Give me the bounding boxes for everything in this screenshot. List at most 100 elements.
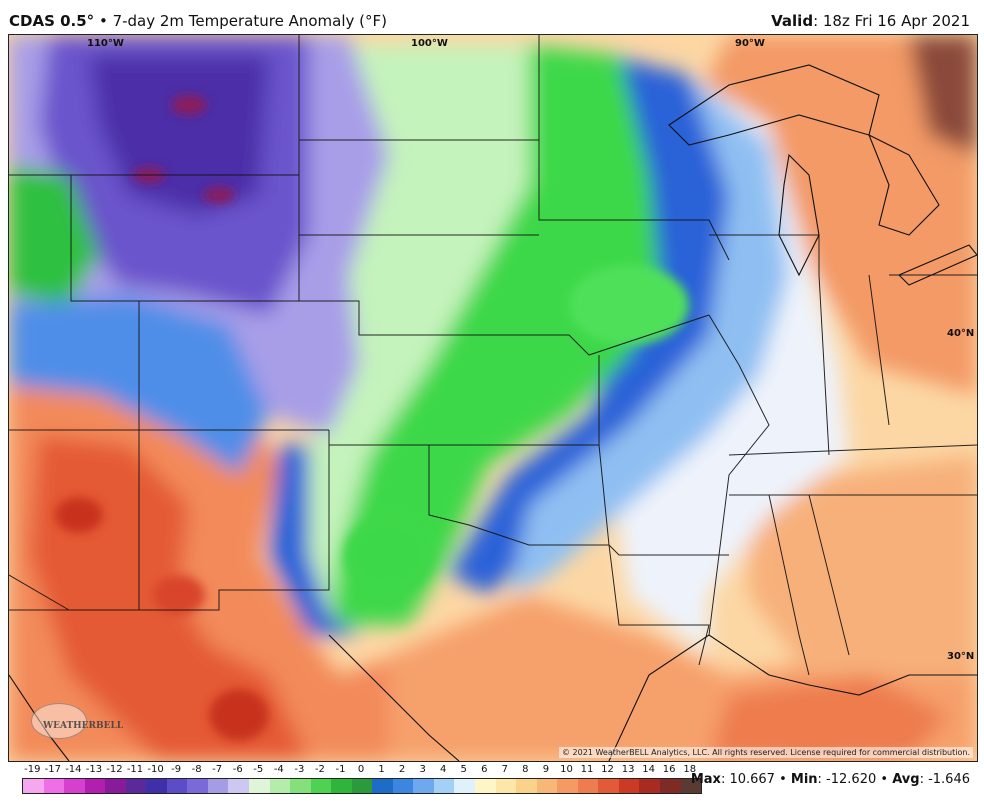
legend-label: 11 xyxy=(580,764,594,775)
texas-green-core xyxy=(344,515,434,595)
legend-label: -10 xyxy=(147,764,164,775)
legend-swatch xyxy=(495,779,517,793)
legend-label: 0 xyxy=(357,764,365,775)
wyoming-cold-spot xyxy=(171,95,207,115)
legend-swatch xyxy=(536,779,558,793)
texas-blue-fringe xyxy=(269,445,359,635)
legend-swatch xyxy=(331,779,352,793)
legend-swatch xyxy=(290,779,311,793)
legend-label: -9 xyxy=(171,764,182,775)
legend-swatch xyxy=(516,779,537,793)
border-ne-ks xyxy=(298,235,569,336)
legend-swatch xyxy=(43,779,65,793)
utah-cold-spot xyxy=(203,187,235,203)
legend-swatch xyxy=(475,779,496,793)
legend-label: -13 xyxy=(85,764,103,775)
lake-huron xyxy=(867,133,940,236)
map-title: CDAS 0.5° • 7-day 2m Temperature Anomaly… xyxy=(9,12,387,30)
legend-swatch xyxy=(351,779,373,793)
nm-red-spot xyxy=(153,575,205,615)
legend-label: 10 xyxy=(560,764,573,775)
lake-erie xyxy=(898,244,977,286)
avg-label: Avg xyxy=(892,772,920,787)
gulf-orange-core xyxy=(769,701,849,749)
quebec-hot-core xyxy=(909,35,977,155)
lon-label-90w: 90°W xyxy=(735,38,765,49)
legend-label: -11 xyxy=(126,764,144,775)
legend-swatch xyxy=(23,779,44,793)
valid-time-value: : 18z Fri 16 Apr 2021 xyxy=(813,12,970,30)
copyright-notice: © 2021 WeatherBELL Analytics, LLC. All r… xyxy=(559,747,973,758)
southeast-warm-region xyxy=(749,455,977,675)
legend-label: -19 xyxy=(24,764,41,775)
legend-label: -7 xyxy=(212,764,223,775)
anomaly-shading xyxy=(9,35,977,761)
max-value: : 10.667 xyxy=(720,772,775,787)
legend-label: 13 xyxy=(621,764,635,775)
state-borders xyxy=(9,35,977,676)
legend-label: 6 xyxy=(481,764,488,775)
legend-swatch xyxy=(392,779,414,793)
weatherbell-logo-text: WEATHERBELL xyxy=(43,721,124,731)
min-value: : -12.620 xyxy=(817,772,877,787)
lake-michigan xyxy=(778,153,820,277)
border-tn-ky xyxy=(728,444,977,456)
lat-label-40n: 40°N xyxy=(947,328,975,339)
border-mn-ia xyxy=(538,35,730,261)
border-ar-la xyxy=(608,544,710,666)
legend-swatch xyxy=(228,779,250,793)
stats-sep-2: • xyxy=(876,772,893,787)
avg-value: : -1.646 xyxy=(919,772,970,787)
legend-label: -17 xyxy=(44,764,61,775)
field-description: 7-day 2m Temperature Anomaly (°F) xyxy=(112,12,387,30)
legend-swatch xyxy=(125,779,147,793)
iowa-green-core xyxy=(569,265,689,345)
border-az-mexico xyxy=(9,429,139,611)
anomaly-map xyxy=(9,35,977,761)
legend-label: 12 xyxy=(601,764,614,775)
legend-label: 1 xyxy=(378,764,385,775)
legend-label: -8 xyxy=(191,764,202,775)
border-il-in xyxy=(818,274,890,456)
legend-swatch xyxy=(166,779,188,793)
valid-time: Valid: 18z Fri 16 Apr 2021 xyxy=(771,12,970,30)
legend-label: -2 xyxy=(314,764,325,775)
weatherbell-logo xyxy=(31,703,87,739)
gulf-coastline xyxy=(328,634,977,761)
border-mississippi-river xyxy=(708,314,770,636)
legend-label: -3 xyxy=(294,764,305,775)
legend-swatch xyxy=(310,779,332,793)
legend-swatch xyxy=(372,779,393,793)
border-ms-al xyxy=(729,494,977,676)
border-nm-tx xyxy=(138,430,330,611)
legend-label: -1 xyxy=(335,764,346,775)
legend-swatch xyxy=(249,779,270,793)
legend-swatch xyxy=(454,779,476,793)
legend-label: -5 xyxy=(253,764,264,775)
cool-blue-band xyxy=(449,55,749,595)
min-label: Min xyxy=(790,772,818,787)
arizona-red-spot xyxy=(55,497,103,533)
model-name: CDAS 0.5° xyxy=(9,12,95,30)
legend-swatch xyxy=(207,779,229,793)
border-ia-mo xyxy=(568,314,710,356)
legend-swatch xyxy=(680,779,702,793)
color-legend xyxy=(22,778,702,794)
idaho-green-patch xyxy=(9,165,99,305)
cool-light-blue-fringe xyxy=(509,75,789,595)
legend-swatch xyxy=(64,779,85,793)
legend-swatch xyxy=(146,779,167,793)
lat-label-30n: 30°N xyxy=(947,651,975,662)
legend-labels: -19 -17 -14 -13 -12 -11 -10 -9 -8 -7 -6 -5 -4 -3 -2 -1 0… xyxy=(22,764,700,776)
legend-label: -14 xyxy=(65,764,82,775)
legend-swatch xyxy=(659,779,681,793)
legend-swatch xyxy=(433,779,455,793)
legend-swatch xyxy=(84,779,106,793)
title-bar: CDAS 0.5° • 7-day 2m Temperature Anomaly… xyxy=(0,0,984,38)
legend-label: -4 xyxy=(273,764,284,775)
map-panel[interactable]: 110°W 100°W 90°W 40°N 30°N WEATHERBELL ©… xyxy=(8,34,978,762)
title-separator: • xyxy=(94,12,113,30)
legend-swatch xyxy=(639,779,660,793)
max-label: Max xyxy=(690,772,721,787)
legend-swatch xyxy=(577,779,599,793)
